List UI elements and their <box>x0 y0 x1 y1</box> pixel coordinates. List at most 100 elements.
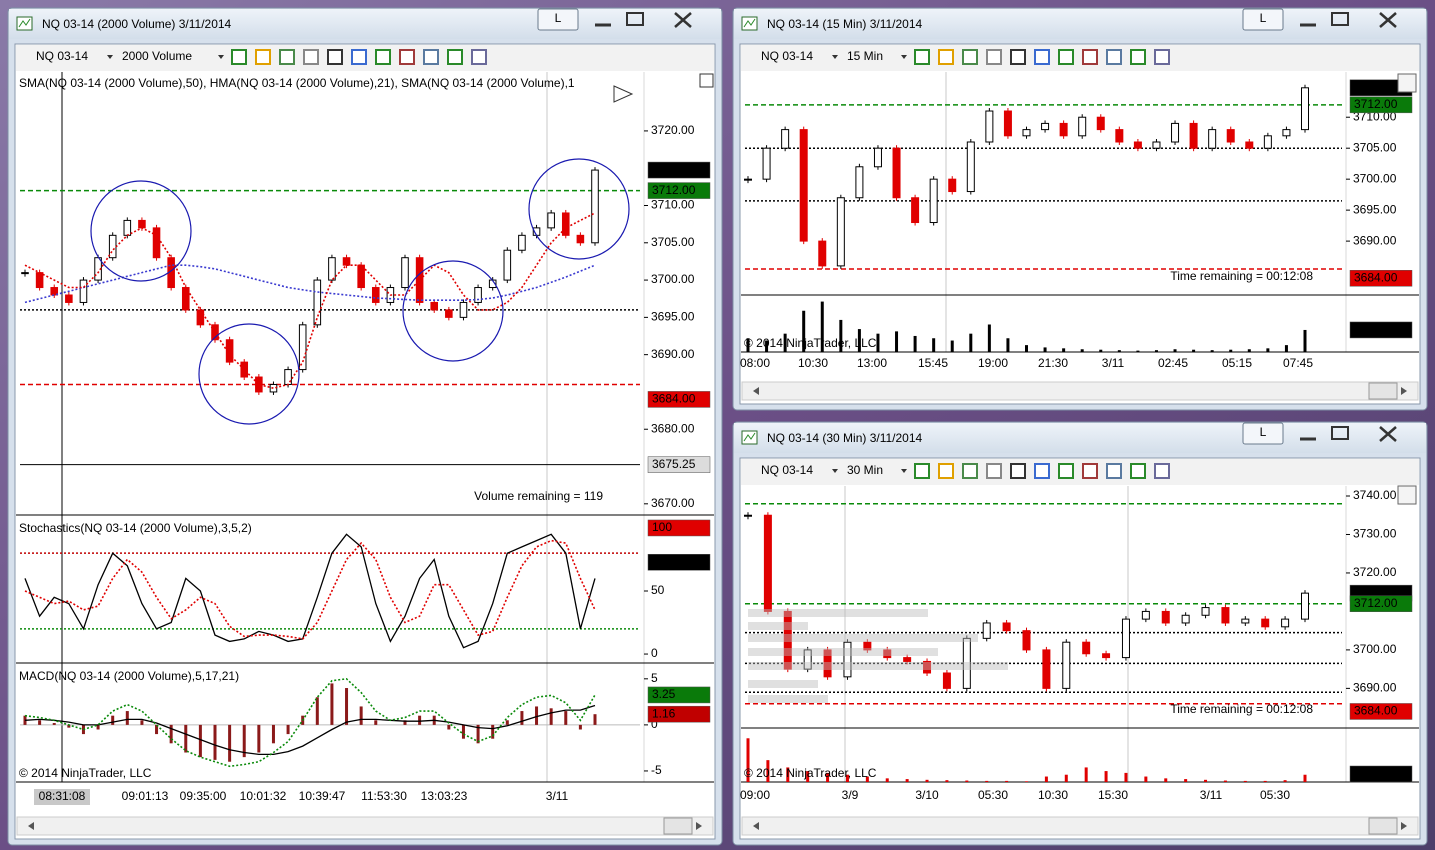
toolbar-button[interactable] <box>986 49 1002 65</box>
toolbar-button[interactable] <box>279 49 295 65</box>
toolbar-button[interactable] <box>1106 49 1122 65</box>
close-icon[interactable] <box>674 12 692 28</box>
toolbar-button[interactable] <box>1010 49 1026 65</box>
toolbar-button[interactable] <box>423 49 439 65</box>
volume-bar <box>985 780 989 782</box>
scrollbar[interactable] <box>741 381 1419 401</box>
period-selector[interactable]: 30 Min <box>847 463 883 477</box>
toolbar-button[interactable] <box>399 49 415 65</box>
copyright: © 2014 NinjaTrader, LLC <box>744 336 877 350</box>
maximize-icon[interactable] <box>626 12 644 26</box>
price-marker-label: 3714.75 <box>652 162 696 176</box>
volume-bar <box>826 772 830 782</box>
toolbar-button[interactable] <box>986 463 1002 479</box>
toolbar-button[interactable] <box>303 49 319 65</box>
instrument-selector[interactable]: NQ 03-14 <box>761 49 813 63</box>
float-toggle[interactable] <box>699 73 714 88</box>
instrument-selector[interactable]: NQ 03-14 <box>761 463 813 477</box>
period-selector[interactable]: 2000 Volume <box>122 49 192 63</box>
toolbar-button[interactable] <box>1106 463 1122 479</box>
maximize-icon[interactable] <box>1331 426 1349 440</box>
toolbar-button[interactable] <box>351 49 367 65</box>
maximize-icon[interactable] <box>1331 12 1349 26</box>
price-marker-label: 3684.00 <box>1354 704 1398 718</box>
toolbar-button[interactable] <box>1034 49 1050 65</box>
window-title: NQ 03-14 (15 Min) 3/11/2014 <box>767 17 923 31</box>
histogram-bar <box>593 714 597 725</box>
toolbar-button[interactable] <box>1034 463 1050 479</box>
scroll-thumb[interactable] <box>663 817 693 835</box>
close-icon[interactable] <box>1379 426 1397 442</box>
toolbar-button[interactable] <box>1154 463 1170 479</box>
candle <box>138 219 146 229</box>
volume-bar <box>1263 780 1267 782</box>
toolbar-button[interactable] <box>962 463 978 479</box>
histogram-bar <box>578 724 582 730</box>
candle <box>1115 129 1124 143</box>
scroll-left[interactable] <box>28 822 34 830</box>
toolbar-button[interactable] <box>1058 49 1074 65</box>
scroll-right[interactable] <box>1401 822 1407 830</box>
price-marker <box>647 456 711 473</box>
volume-bar <box>1303 774 1307 782</box>
instrument-selector[interactable]: NQ 03-14 <box>36 49 88 63</box>
scroll-right[interactable] <box>696 822 702 830</box>
toolbar-button[interactable] <box>255 49 271 65</box>
toolbar-button[interactable] <box>447 49 463 65</box>
candle <box>21 272 29 275</box>
x-tick-label: 10:39:47 <box>299 789 346 803</box>
volume-bar <box>765 340 769 352</box>
scroll-thumb[interactable] <box>1368 817 1398 835</box>
toolbar-button[interactable] <box>231 49 247 65</box>
axis-menu[interactable] <box>1397 485 1417 505</box>
toolbar-button[interactable] <box>962 49 978 65</box>
x-tick-label: 09:00 <box>740 788 770 802</box>
scroll-right[interactable] <box>1401 387 1407 395</box>
indicator-line <box>24 533 596 649</box>
toolbar-button[interactable] <box>914 49 930 65</box>
status-note: Volume remaining = 119 <box>474 489 603 503</box>
toolbar-button[interactable] <box>1058 463 1074 479</box>
scroll-thumb[interactable] <box>1368 382 1398 400</box>
candle <box>929 178 938 224</box>
price-marker-label: 3684.00 <box>1354 270 1398 284</box>
volume-bar <box>1164 778 1168 782</box>
toolbar-button[interactable] <box>1010 463 1026 479</box>
scroll-left[interactable] <box>753 822 759 830</box>
toolbar-button[interactable] <box>1130 463 1146 479</box>
scrollbar[interactable] <box>741 816 1419 836</box>
volume-bar <box>806 771 810 782</box>
scroll-left[interactable] <box>753 387 759 395</box>
histogram-bar <box>213 724 217 760</box>
candle <box>823 649 832 678</box>
scrollbar[interactable] <box>16 816 714 836</box>
toolbar-button[interactable] <box>1154 49 1170 65</box>
toolbar-button[interactable] <box>375 49 391 65</box>
y-tick-label: 3705.00 <box>651 235 695 249</box>
price-marker-label: 481 <box>1354 322 1374 336</box>
dropdown-arrow <box>832 55 838 59</box>
toolbar-button[interactable] <box>938 49 954 65</box>
dropdown-arrow <box>832 469 838 473</box>
link-button[interactable] <box>1242 8 1284 31</box>
toolbar-button[interactable] <box>914 463 930 479</box>
toolbar-button[interactable] <box>327 49 343 65</box>
dropdown-arrow <box>901 55 907 59</box>
toolbar-button[interactable] <box>1082 463 1098 479</box>
toolbar-button[interactable] <box>1082 49 1098 65</box>
link-button[interactable] <box>1242 422 1284 445</box>
period-selector[interactable]: 15 Min <box>847 49 883 63</box>
axis-menu[interactable] <box>1397 73 1417 93</box>
histogram-bar <box>535 706 539 725</box>
volume-bar <box>1104 771 1108 782</box>
toolbar-button[interactable] <box>938 463 954 479</box>
price-marker <box>647 161 711 179</box>
toolbar-button[interactable] <box>1130 49 1146 65</box>
link-button[interactable] <box>537 8 579 31</box>
candle <box>923 660 932 674</box>
toolbar-button[interactable] <box>471 49 487 65</box>
candle <box>503 249 512 281</box>
close-icon[interactable] <box>1379 12 1397 28</box>
x-tick-label: 13:03:23 <box>421 789 468 803</box>
candle <box>863 641 872 651</box>
